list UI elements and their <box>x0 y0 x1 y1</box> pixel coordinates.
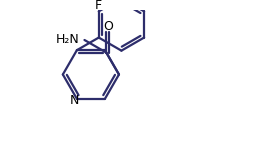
Text: H₂N: H₂N <box>56 32 80 46</box>
Text: N: N <box>69 94 79 107</box>
Text: O: O <box>103 20 113 33</box>
Text: F: F <box>95 0 102 12</box>
